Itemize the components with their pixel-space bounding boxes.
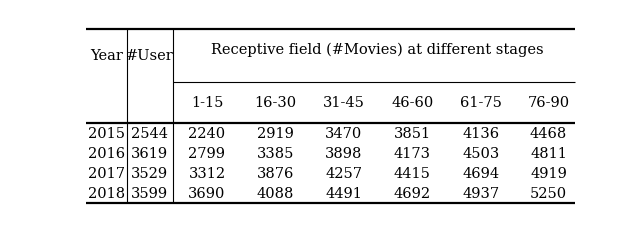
- Text: 16-30: 16-30: [254, 96, 296, 110]
- Text: 4919: 4919: [530, 166, 567, 180]
- Text: Receptive field (#Movies) at different stages: Receptive field (#Movies) at different s…: [211, 43, 543, 57]
- Text: #User: #User: [126, 49, 173, 63]
- Text: 4811: 4811: [530, 146, 567, 160]
- Text: 4468: 4468: [530, 126, 567, 140]
- Text: 3898: 3898: [325, 146, 362, 160]
- Text: 2016: 2016: [88, 146, 125, 160]
- Text: 5250: 5250: [530, 186, 567, 200]
- Text: 2799: 2799: [188, 146, 225, 160]
- Text: 2240: 2240: [188, 126, 225, 140]
- Text: 4694: 4694: [462, 166, 499, 180]
- Text: 3851: 3851: [394, 126, 431, 140]
- Text: 4503: 4503: [462, 146, 499, 160]
- Text: 2544: 2544: [131, 126, 168, 140]
- Text: 46-60: 46-60: [391, 96, 433, 110]
- Text: 3529: 3529: [131, 166, 168, 180]
- Text: 2919: 2919: [257, 126, 294, 140]
- Text: 3690: 3690: [188, 186, 226, 200]
- Text: 3312: 3312: [188, 166, 225, 180]
- Text: 3599: 3599: [131, 186, 168, 200]
- Text: 4173: 4173: [394, 146, 431, 160]
- Text: 1-15: 1-15: [191, 96, 223, 110]
- Text: 3470: 3470: [325, 126, 362, 140]
- Text: 31-45: 31-45: [323, 96, 365, 110]
- Text: 2015: 2015: [88, 126, 125, 140]
- Text: 4088: 4088: [257, 186, 294, 200]
- Text: 76-90: 76-90: [527, 96, 570, 110]
- Text: 2018: 2018: [88, 186, 125, 200]
- Text: 4692: 4692: [394, 186, 431, 200]
- Text: 4415: 4415: [394, 166, 431, 180]
- Text: 3619: 3619: [131, 146, 168, 160]
- Text: 4136: 4136: [462, 126, 499, 140]
- Text: 4937: 4937: [462, 186, 499, 200]
- Text: Year: Year: [90, 49, 123, 63]
- Text: 61-75: 61-75: [460, 96, 502, 110]
- Text: 2017: 2017: [88, 166, 125, 180]
- Text: 3876: 3876: [257, 166, 294, 180]
- Text: 3385: 3385: [257, 146, 294, 160]
- Text: 4491: 4491: [325, 186, 362, 200]
- Text: 4257: 4257: [325, 166, 362, 180]
